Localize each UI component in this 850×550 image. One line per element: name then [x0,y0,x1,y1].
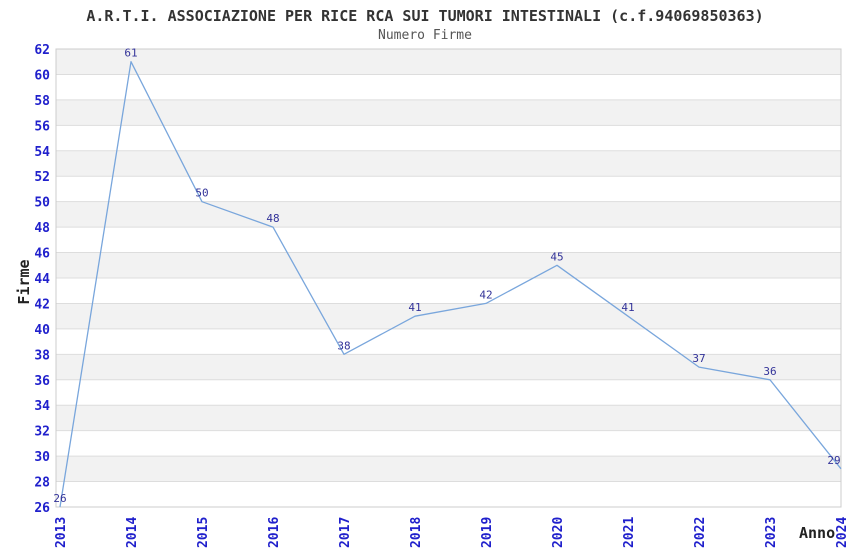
x-tick-label: 2016 [267,517,282,548]
y-tick-label: 50 [34,196,50,211]
y-tick-label: 36 [34,374,50,389]
plot-border [55,48,842,508]
data-point-label: 41 [408,301,421,314]
data-point-label: 26 [53,492,66,505]
x-tick-label: 2022 [693,517,708,548]
plot-band [56,49,841,75]
y-tick-label: 28 [34,476,50,491]
y-axis-title: Firme [15,259,33,305]
y-tick-label: 52 [34,170,50,185]
data-point-label: 61 [124,47,137,60]
y-tick-label: 60 [34,68,50,83]
data-point-label: 41 [621,301,634,314]
chart-title: A.R.T.I. ASSOCIAZIONE PER RICE RCA SUI T… [86,7,764,25]
y-tick-label: 46 [34,247,50,262]
x-tick-label: 2013 [54,517,69,548]
x-tick-label: 2020 [551,517,566,548]
x-axis-title: Anno [799,524,836,542]
plot-band [56,150,841,177]
y-tick-label: 32 [34,425,50,440]
plot-bands [56,49,841,482]
point-labels: 26 61 50 48 38 41 42 45 41 37 36 29 [53,47,840,505]
y-tick-label: 44 [34,272,50,287]
data-point-label: 38 [337,339,350,352]
x-tick-label: 2018 [409,517,424,548]
chart-subtitle: Numero Firme [378,28,472,43]
x-tick-label: 2017 [338,517,353,548]
plot-band [56,252,841,278]
x-tick-label: 2019 [480,517,495,548]
plot-band [56,303,841,329]
plot-band [56,456,841,482]
x-tick-label: 2021 [622,517,637,548]
y-tick-label: 58 [34,94,50,109]
series-line [59,61,842,508]
data-point-label: 37 [692,352,705,365]
y-tick-label: 54 [34,145,50,160]
plot-band [56,201,841,228]
y-tick-label: 56 [34,119,50,134]
y-tick-label: 62 [34,43,50,58]
y-tick-label: 34 [34,399,50,414]
y-tick-label: 38 [34,348,50,363]
x-tick-label: 2024 [835,517,850,548]
y-tick-label: 40 [34,323,50,338]
data-point-label: 42 [479,288,492,301]
y-tick-label: 42 [34,297,50,312]
plot-band [56,99,841,126]
plot-band [56,354,841,380]
x-tick-label: 2023 [764,517,779,548]
data-point-label: 45 [550,250,563,263]
data-point-label: 48 [266,212,279,225]
data-point-label: 50 [195,187,208,200]
y-tick-label: 30 [34,450,50,465]
plot-band [56,405,841,431]
x-tick-label: 2014 [125,517,140,548]
x-tick-labels: 2013 2014 2015 2016 2017 2018 2019 2020 2021 2022… [54,517,850,548]
x-tick-label: 2015 [196,517,211,548]
y-tick-label: 26 [34,501,50,516]
y-tick-labels: 26 28 30 32 34 36 38 40 42 44 46 48 50 52 54 56 58 60 62 [34,43,50,516]
data-point-label: 29 [827,454,840,467]
y-tick-label: 48 [34,221,50,236]
data-point-label: 36 [763,365,776,378]
